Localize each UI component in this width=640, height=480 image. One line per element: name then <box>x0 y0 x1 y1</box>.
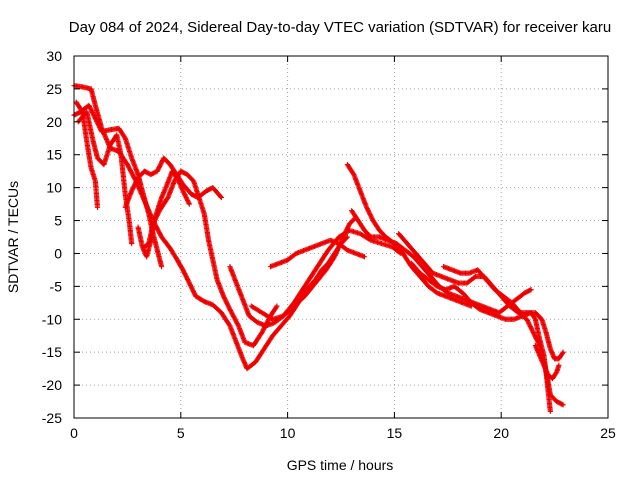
data-point <box>235 322 241 328</box>
y-axis: -25 -20 -15 -10 -5 0 5 10 15 20 25 30 <box>42 48 608 426</box>
data-point <box>273 304 279 310</box>
y-tick-label--25: -25 <box>42 410 62 426</box>
y-axis-label: SDTVAR / TECUs <box>5 181 21 293</box>
data-point <box>553 370 559 376</box>
series-arc-14 <box>408 260 553 415</box>
y-tick-label-10: 10 <box>46 180 62 196</box>
data-point <box>528 287 534 293</box>
plot-frame <box>73 55 609 419</box>
series-arc-15 <box>440 264 566 362</box>
x-tick-label-25: 25 <box>600 425 616 441</box>
data-point <box>547 408 553 415</box>
data-point <box>121 134 128 140</box>
series-arc-16 <box>532 343 562 382</box>
series-arc-1 <box>71 83 351 372</box>
data-points <box>71 83 566 415</box>
x-axis: 0 5 10 15 20 25 <box>70 56 616 441</box>
data-point <box>218 194 224 201</box>
y-tick-label--10: -10 <box>42 311 62 327</box>
y-tick-label-20: 20 <box>46 114 62 130</box>
y-tick-label--20: -20 <box>42 377 62 393</box>
data-point <box>559 350 566 356</box>
data-point <box>560 402 566 408</box>
x-tick-label-10: 10 <box>280 425 296 441</box>
data-point <box>556 362 562 368</box>
x-tick-label-15: 15 <box>387 425 403 441</box>
y-tick-label-25: 25 <box>46 81 62 97</box>
x-tick-label-0: 0 <box>70 425 78 441</box>
x-axis-label: GPS time / hours <box>287 457 394 473</box>
y-tick-label-30: 30 <box>46 48 62 64</box>
series-arc-3 <box>73 99 101 210</box>
data-point <box>129 240 135 247</box>
data-point <box>532 315 538 321</box>
data-point <box>471 274 478 280</box>
x-tick-label-5: 5 <box>177 425 185 441</box>
data-point <box>94 204 101 210</box>
data-point <box>217 193 224 200</box>
series-arc-10 <box>267 237 368 270</box>
data-point <box>186 201 192 207</box>
data-point <box>158 264 165 270</box>
y-tick-label-5: 5 <box>54 213 62 229</box>
y-tick-label--5: -5 <box>50 278 63 294</box>
data-point <box>361 254 368 260</box>
chart-title: Day 084 of 2024, Sidereal Day-to-day VTE… <box>69 19 611 36</box>
series-arc-4 <box>75 109 135 247</box>
y-tick-label--15: -15 <box>42 344 62 360</box>
data-point <box>79 108 85 114</box>
x-tick-label-20: 20 <box>493 425 509 441</box>
data-point <box>200 298 206 304</box>
y-tick-label-15: 15 <box>46 147 62 163</box>
data-point <box>560 349 566 355</box>
data-point <box>274 303 280 309</box>
y-tick-label-0: 0 <box>54 245 62 261</box>
series-arc-2 <box>71 102 165 270</box>
